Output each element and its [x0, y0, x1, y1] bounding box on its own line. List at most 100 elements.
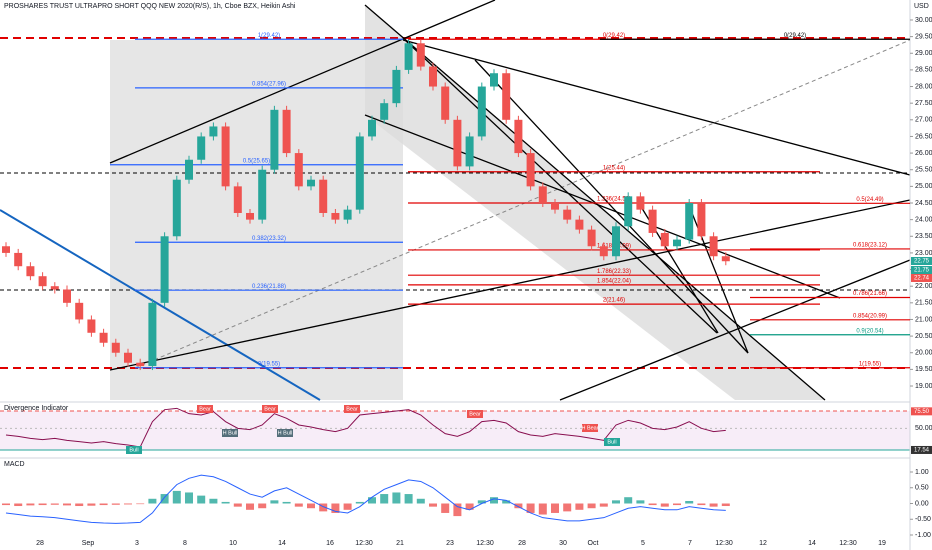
fib-label: 0.236(21.88): [252, 284, 286, 290]
histogram-bar: [209, 498, 218, 504]
y-tick-label: 23.00: [915, 250, 932, 257]
histogram-bar: [246, 503, 254, 510]
rsi-title: Divergence Indicator: [4, 405, 69, 412]
fib-label: 0.854(20.99): [853, 313, 887, 319]
fib-label: 1(29.42): [258, 33, 280, 39]
x-tick-label: 12:30: [839, 540, 857, 547]
candle: [685, 203, 694, 240]
histogram-bar: [294, 503, 303, 507]
y-tick-label: 26.50: [915, 133, 932, 140]
y-tick-label: 28.00: [915, 83, 932, 90]
x-tick-label: 5: [641, 540, 645, 547]
signal-box: [197, 405, 213, 413]
histogram-bar: [551, 503, 559, 513]
candle: [63, 289, 71, 303]
candle: [221, 126, 230, 187]
candle: [319, 179, 328, 213]
fib-label: 0(29.42): [784, 33, 806, 39]
histogram-bar: [368, 497, 376, 504]
macd-line: [5, 474, 726, 524]
histogram-bar: [185, 492, 193, 504]
histogram-bar: [2, 503, 10, 506]
histogram-bar: [63, 503, 71, 506]
y-tick-label: -1.00: [915, 532, 931, 539]
histogram-bar: [136, 503, 145, 505]
signal-label: Bear: [469, 411, 481, 417]
candle: [124, 352, 132, 363]
candle: [270, 109, 279, 170]
candle: [380, 103, 389, 120]
histogram-bar: [50, 503, 59, 505]
trend-line: [559, 259, 911, 401]
histogram-bar: [429, 503, 437, 507]
trend-line: [134, 39, 911, 369]
candle: [14, 252, 23, 267]
y-tick-label: 29.00: [915, 50, 932, 57]
histogram-bar: [636, 500, 645, 504]
candle: [343, 209, 352, 220]
y-tick-label: 24.50: [915, 200, 932, 207]
x-tick-label: 23: [446, 540, 454, 547]
candle: [514, 119, 523, 154]
histogram-bar: [282, 501, 291, 504]
y-tick-label: 25.50: [915, 167, 932, 174]
candle: [429, 66, 437, 87]
histogram-bar: [721, 503, 730, 507]
signal-box: [126, 446, 142, 454]
candle: [587, 229, 596, 247]
candle: [368, 119, 376, 137]
histogram-bar: [111, 503, 120, 505]
x-tick-label: 16: [326, 540, 334, 547]
histogram-bar: [404, 494, 413, 504]
histogram-bar: [392, 492, 401, 504]
candle: [551, 203, 559, 210]
x-tick-label: 8: [183, 540, 187, 547]
y-tick-label: 27.00: [915, 117, 932, 124]
fib-label: 0.9(20.54): [856, 328, 883, 334]
trend-line: [404, 39, 718, 334]
candle: [599, 246, 608, 257]
y-tick-label: 27.50: [915, 100, 932, 107]
level-tag: [911, 445, 932, 454]
histogram-bar: [624, 497, 633, 504]
histogram-bar: [477, 500, 486, 504]
candle: [490, 73, 498, 87]
trend-line: [364, 114, 841, 299]
y-tick-label: 23.50: [915, 233, 932, 240]
candle: [282, 109, 291, 154]
y-tick-label: 50.00: [915, 425, 932, 432]
fib-label: 1(19.55): [859, 361, 881, 367]
candle: [538, 186, 547, 203]
candle: [87, 319, 96, 333]
candle: [209, 126, 218, 137]
y-tick-label: 22.00: [915, 283, 932, 290]
signal-box: [582, 424, 598, 432]
candle: [160, 236, 169, 303]
histogram-bar: [660, 503, 669, 507]
histogram-bar: [697, 503, 706, 506]
histogram-bar: [563, 503, 572, 512]
signal-box: [262, 405, 278, 413]
x-tick-label: 7: [688, 540, 692, 547]
y-tick-label: 20.00: [915, 350, 932, 357]
x-tick-label: Oct: [588, 540, 599, 547]
signal-label: Bear: [346, 406, 358, 412]
histogram-bar: [270, 500, 279, 504]
histogram-bar: [673, 503, 681, 506]
candle: [648, 209, 657, 233]
fib-label: 0.786(21.66): [853, 291, 887, 297]
candle: [660, 232, 669, 247]
candle: [172, 179, 181, 237]
candle: [2, 246, 10, 253]
candle: [697, 203, 706, 237]
x-tick-label: 12:30: [476, 540, 494, 547]
histogram-bar: [526, 503, 535, 513]
histogram-bar: [685, 500, 694, 504]
signal-label: H Bull: [223, 430, 238, 436]
trend-line: [109, 0, 496, 164]
candle: [709, 236, 718, 257]
macd-title: MACD: [4, 461, 25, 468]
candle: [148, 302, 157, 367]
signal-box: [604, 438, 620, 446]
signal-box: [467, 410, 483, 418]
